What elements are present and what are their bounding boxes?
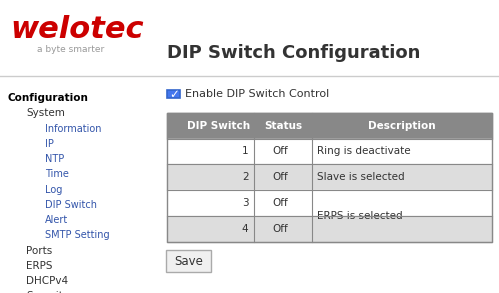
Text: Save: Save xyxy=(174,255,203,268)
Text: Log: Log xyxy=(45,185,63,195)
Bar xyxy=(167,190,492,216)
Text: Information: Information xyxy=(45,124,102,134)
Text: DHCPv4: DHCPv4 xyxy=(26,276,68,286)
Text: Description: Description xyxy=(368,121,436,131)
Bar xyxy=(167,90,181,98)
Text: welotec: welotec xyxy=(10,15,144,44)
Text: Time: Time xyxy=(45,169,69,179)
Text: 3: 3 xyxy=(242,198,249,208)
Bar xyxy=(167,164,492,190)
FancyBboxPatch shape xyxy=(166,250,211,272)
Bar xyxy=(167,113,492,139)
Text: ERPS is selected: ERPS is selected xyxy=(317,211,403,221)
Bar xyxy=(167,216,492,242)
Bar xyxy=(167,139,492,164)
Text: Configuration: Configuration xyxy=(7,93,88,103)
Text: DIP Switch Configuration: DIP Switch Configuration xyxy=(167,44,421,62)
Text: Off: Off xyxy=(273,146,288,156)
Bar xyxy=(167,113,492,242)
Text: ERPS: ERPS xyxy=(26,261,53,271)
Text: Enable DIP Switch Control: Enable DIP Switch Control xyxy=(185,89,329,99)
Text: 1: 1 xyxy=(242,146,249,156)
Text: Off: Off xyxy=(273,224,288,234)
Text: Ring is deactivate: Ring is deactivate xyxy=(317,146,411,156)
Text: ✓: ✓ xyxy=(169,88,179,101)
Text: DIP Switch: DIP Switch xyxy=(45,200,97,210)
Text: SMTP Setting: SMTP Setting xyxy=(45,230,110,240)
Text: Off: Off xyxy=(273,172,288,182)
Text: ·: · xyxy=(97,15,102,29)
Text: NTP: NTP xyxy=(45,154,65,164)
Text: Ports: Ports xyxy=(26,246,53,255)
Text: Off: Off xyxy=(273,198,288,208)
Text: Alert: Alert xyxy=(45,215,69,225)
Text: Slave is selected: Slave is selected xyxy=(317,172,405,182)
Text: Security: Security xyxy=(26,291,69,293)
Text: Status: Status xyxy=(264,121,302,131)
Text: a byte smarter: a byte smarter xyxy=(37,45,105,54)
Text: DIP Switch: DIP Switch xyxy=(187,121,250,131)
Text: System: System xyxy=(26,108,65,118)
Text: 2: 2 xyxy=(242,172,249,182)
Text: 4: 4 xyxy=(242,224,249,234)
Text: IP: IP xyxy=(45,139,54,149)
